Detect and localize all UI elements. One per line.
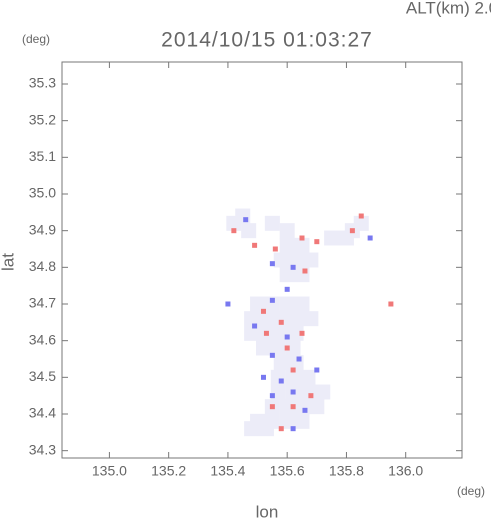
- data-cell: [296, 356, 302, 362]
- data-cell: [252, 242, 258, 248]
- data-cell: [315, 384, 331, 400]
- data-cell: [243, 217, 249, 223]
- data-cell: [367, 235, 373, 241]
- data-cell: [269, 404, 275, 410]
- y-tick-label: 34.7: [29, 295, 56, 311]
- data-cell: [299, 330, 305, 336]
- data-cell: [294, 296, 310, 312]
- data-cell: [284, 286, 290, 292]
- data-cell: [285, 369, 301, 385]
- data-cell: [349, 228, 355, 234]
- data-cell: [303, 311, 319, 327]
- data-cell: [250, 296, 266, 312]
- data-cell: [284, 345, 290, 351]
- plot-frame: [61, 61, 463, 459]
- data-cell: [244, 325, 260, 341]
- x-tick-label: 135.0: [92, 463, 127, 479]
- y-tick-label: 35.3: [29, 75, 56, 91]
- data-cell: [338, 230, 354, 246]
- data-cell: [255, 340, 271, 356]
- data-cell: [314, 367, 320, 373]
- data-cell: [269, 352, 275, 358]
- y-axis-label: lat: [0, 253, 17, 271]
- data-cell: [263, 330, 269, 336]
- data-cell: [290, 264, 296, 270]
- y-tick-label: 34.8: [29, 258, 56, 274]
- y-tick-label: 34.4: [29, 405, 56, 421]
- data-cell: [314, 239, 320, 245]
- data-cell: [258, 421, 274, 437]
- data-cell: [284, 334, 290, 340]
- data-cell: [288, 311, 304, 327]
- chart-title: 2014/10/15 01:03:27: [161, 29, 373, 52]
- data-cell: [269, 393, 275, 399]
- x-tick-label: 136.0: [388, 463, 423, 479]
- data-cell: [290, 389, 296, 395]
- y-tick-label: 35.2: [29, 111, 56, 127]
- data-cell: [278, 378, 284, 384]
- x-axis-label: lon: [256, 502, 279, 521]
- y-tick-label: 35.1: [29, 148, 56, 164]
- data-cell: [303, 252, 319, 268]
- data-cell: [358, 213, 364, 219]
- x-tick-label: 135.6: [270, 463, 305, 479]
- data-cell: [270, 340, 286, 356]
- data-cell: [294, 237, 310, 253]
- data-cell: [302, 407, 308, 413]
- y-tick-label: 34.9: [29, 221, 56, 237]
- data-cell: [241, 223, 257, 239]
- data-cell: [258, 311, 274, 327]
- data-cell: [290, 426, 296, 432]
- data-cell: [244, 421, 260, 437]
- data-cell: [288, 325, 304, 341]
- data-cell: [285, 340, 301, 356]
- y-tick-label: 34.5: [29, 368, 56, 384]
- data-cell: [279, 296, 295, 312]
- data-cell: [279, 237, 295, 253]
- data-cell: [231, 228, 237, 234]
- data-cell: [302, 268, 308, 274]
- data-cell: [279, 267, 295, 283]
- data-cell: [278, 426, 284, 432]
- data-cell: [269, 261, 275, 267]
- x-unit: (deg): [457, 484, 485, 498]
- data-cell: [300, 369, 316, 385]
- data-cell: [273, 355, 289, 371]
- data-cell: [273, 252, 289, 268]
- data-cell: [279, 223, 295, 239]
- data-cell: [299, 235, 305, 241]
- y-unit: (deg): [22, 32, 50, 46]
- data-cell: [264, 296, 280, 312]
- data-cell: [273, 311, 289, 327]
- data-cell: [252, 323, 258, 329]
- y-tick-label: 35.0: [29, 185, 56, 201]
- data-cell: [290, 367, 296, 373]
- data-cell: [260, 374, 266, 380]
- subtitle: ALT(km) 2.0: [406, 0, 491, 17]
- data-cell: [279, 413, 295, 429]
- data-cell: [309, 399, 325, 415]
- data-cell: [353, 215, 369, 231]
- data-cell: [324, 230, 340, 246]
- data-cell: [294, 413, 310, 429]
- data-cell: [308, 393, 314, 399]
- y-tick-label: 34.6: [29, 331, 56, 347]
- data-cell: [264, 215, 280, 231]
- data-cell: [288, 252, 304, 268]
- data-cell: [269, 297, 275, 303]
- data-cell: [279, 399, 295, 415]
- data-cell: [260, 308, 266, 314]
- y-tick-label: 34.3: [29, 441, 56, 457]
- data-cell: [272, 246, 278, 252]
- data-cell: [225, 301, 231, 307]
- data-cell: [388, 301, 394, 307]
- x-tick-label: 135.4: [210, 463, 245, 479]
- x-tick-label: 135.8: [329, 463, 364, 479]
- x-tick-label: 135.2: [151, 463, 186, 479]
- data-cell: [290, 404, 296, 410]
- data-cell: [278, 319, 284, 325]
- data-cell: [244, 311, 260, 327]
